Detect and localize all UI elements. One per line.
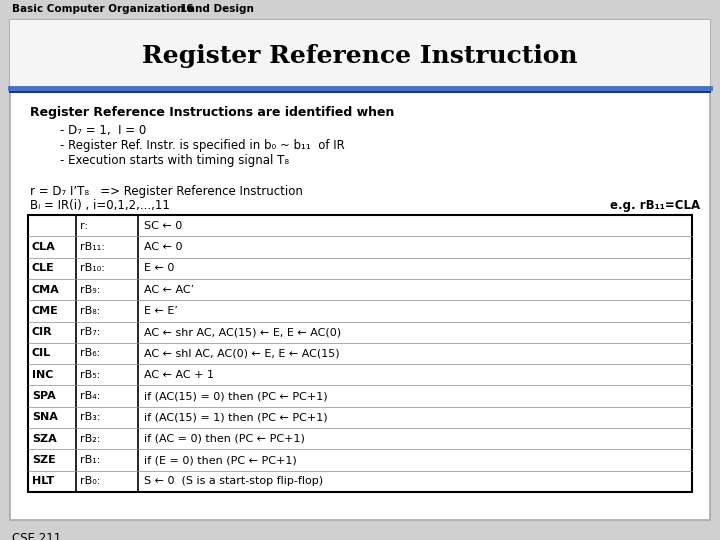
Text: rB₄:: rB₄: — [80, 391, 100, 401]
Text: AC ← 0: AC ← 0 — [144, 242, 182, 252]
Text: e.g. rB₁₁=CLA: e.g. rB₁₁=CLA — [610, 199, 700, 212]
Text: rB₀:: rB₀: — [80, 476, 100, 487]
FancyBboxPatch shape — [10, 20, 710, 520]
Text: r = D₇ I’T₈   => Register Reference Instruction: r = D₇ I’T₈ => Register Reference Instru… — [30, 185, 303, 198]
Text: - Register Ref. Instr. is specified in b₀ ~ b₁₁  of IR: - Register Ref. Instr. is specified in b… — [60, 139, 345, 152]
Text: if (AC = 0) then (PC ← PC+1): if (AC = 0) then (PC ← PC+1) — [144, 434, 305, 444]
Text: HLT: HLT — [32, 476, 54, 487]
Text: SC ← 0: SC ← 0 — [144, 221, 182, 231]
Text: E ← 0: E ← 0 — [144, 264, 174, 273]
Text: rB₆:: rB₆: — [80, 348, 100, 359]
Text: rB₂:: rB₂: — [80, 434, 100, 444]
Text: S ← 0  (S is a start-stop flip-flop): S ← 0 (S is a start-stop flip-flop) — [144, 476, 323, 487]
Text: Register Reference Instruction: Register Reference Instruction — [142, 44, 578, 68]
Text: rB₇:: rB₇: — [80, 327, 100, 337]
Text: rB₁₀:: rB₁₀: — [80, 264, 105, 273]
Text: CIR: CIR — [32, 327, 53, 337]
Text: CLA: CLA — [32, 242, 55, 252]
Text: SZE: SZE — [32, 455, 55, 465]
Text: INC: INC — [32, 370, 53, 380]
Text: E ← E’: E ← E’ — [144, 306, 178, 316]
Text: - Execution starts with timing signal T₈: - Execution starts with timing signal T₈ — [60, 154, 289, 167]
Text: SZA: SZA — [32, 434, 57, 444]
Text: Bᵢ = IR(i) , i=0,1,2,...,11: Bᵢ = IR(i) , i=0,1,2,...,11 — [30, 199, 170, 212]
Text: rB₅:: rB₅: — [80, 370, 100, 380]
Text: CLE: CLE — [32, 264, 55, 273]
FancyBboxPatch shape — [28, 215, 692, 492]
Text: 16: 16 — [180, 4, 194, 14]
Text: CME: CME — [32, 306, 59, 316]
Text: AC ← AC’: AC ← AC’ — [144, 285, 194, 295]
Text: if (AC(15) = 0) then (PC ← PC+1): if (AC(15) = 0) then (PC ← PC+1) — [144, 391, 328, 401]
Text: CMA: CMA — [32, 285, 60, 295]
Text: SNA: SNA — [32, 413, 58, 422]
Text: CSE 211: CSE 211 — [12, 532, 61, 540]
FancyBboxPatch shape — [10, 20, 710, 88]
Text: if (E = 0) then (PC ← PC+1): if (E = 0) then (PC ← PC+1) — [144, 455, 297, 465]
Text: r:: r: — [80, 221, 88, 231]
Text: rB₁₁:: rB₁₁: — [80, 242, 105, 252]
Text: SPA: SPA — [32, 391, 55, 401]
Text: AC ← shl AC, AC(0) ← E, E ← AC(15): AC ← shl AC, AC(0) ← E, E ← AC(15) — [144, 348, 340, 359]
Text: Register Reference Instructions are identified when: Register Reference Instructions are iden… — [30, 106, 395, 119]
Text: rB₈:: rB₈: — [80, 306, 100, 316]
Text: CIL: CIL — [32, 348, 51, 359]
Text: if (AC(15) = 1) then (PC ← PC+1): if (AC(15) = 1) then (PC ← PC+1) — [144, 413, 328, 422]
Text: - D₇ = 1,  I = 0: - D₇ = 1, I = 0 — [60, 124, 146, 137]
Text: AC ← shr AC, AC(15) ← E, E ← AC(0): AC ← shr AC, AC(15) ← E, E ← AC(0) — [144, 327, 341, 337]
Text: rB₃:: rB₃: — [80, 413, 101, 422]
Text: Basic Computer Organization and Design: Basic Computer Organization and Design — [12, 4, 254, 14]
Text: rB₉:: rB₉: — [80, 285, 100, 295]
Text: AC ← AC + 1: AC ← AC + 1 — [144, 370, 214, 380]
Text: rB₁:: rB₁: — [80, 455, 100, 465]
